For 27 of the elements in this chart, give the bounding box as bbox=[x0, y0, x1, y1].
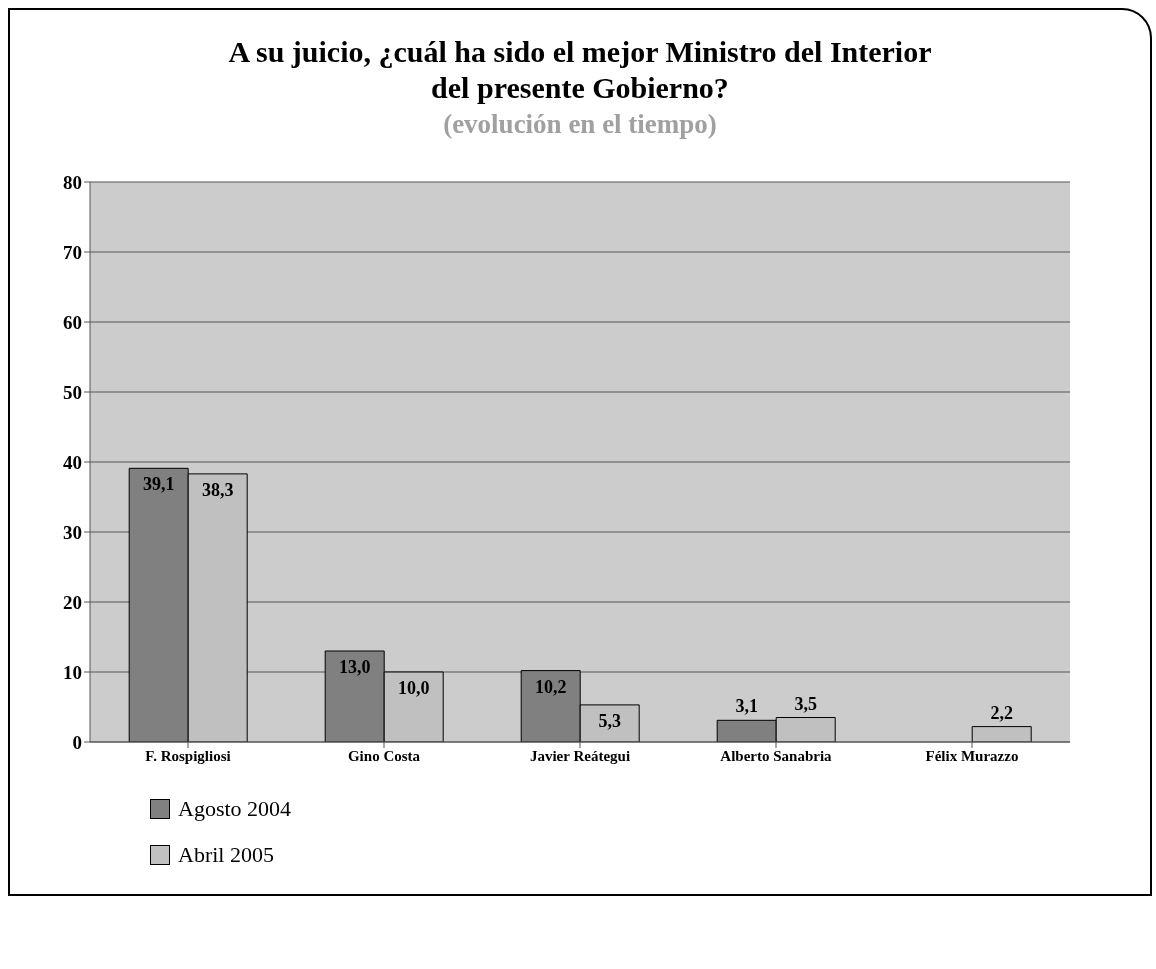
x-tick-label: Javier Reátegui bbox=[529, 747, 631, 764]
legend-label: Abril 2005 bbox=[178, 842, 274, 868]
data-label: 13,0 bbox=[338, 657, 371, 677]
y-tick-label: 40 bbox=[63, 451, 82, 473]
data-label: 2,2 bbox=[990, 702, 1013, 723]
y-tick-label: 20 bbox=[63, 591, 82, 613]
x-tick-label: F. Rospigliosi bbox=[145, 747, 231, 764]
x-tick-label: Gino Costa bbox=[347, 747, 421, 764]
data-label: 5,3 bbox=[598, 710, 621, 731]
chart-title: A su juicio, ¿cuál ha sido el mejor Ministro del Interior del presente Gobierno? bbox=[227, 34, 933, 106]
x-tick-label: Alberto Sanabria bbox=[720, 747, 833, 764]
y-tick-label: 10 bbox=[63, 661, 82, 683]
data-label: 39,1 bbox=[142, 474, 175, 495]
y-tick-label: 0 bbox=[72, 731, 82, 753]
legend-label: Agosto 2004 bbox=[178, 796, 292, 822]
data-label: 10,0 bbox=[397, 678, 430, 698]
chart-subtitle: (evolución en el tiempo) bbox=[442, 108, 718, 141]
y-tick-label: 60 bbox=[63, 311, 82, 333]
y-tick-label: 70 bbox=[63, 241, 82, 263]
x-tick-label: Félix Murazzo bbox=[925, 747, 1019, 764]
data-label: 10,2 bbox=[534, 676, 567, 697]
y-tick-label: 30 bbox=[63, 521, 82, 543]
y-tick-label: 80 bbox=[63, 171, 82, 193]
data-label: 38,3 bbox=[201, 479, 234, 500]
y-tick-label: 50 bbox=[63, 381, 82, 403]
data-label: 3,5 bbox=[794, 693, 817, 714]
data-label: 3,1 bbox=[735, 696, 758, 717]
